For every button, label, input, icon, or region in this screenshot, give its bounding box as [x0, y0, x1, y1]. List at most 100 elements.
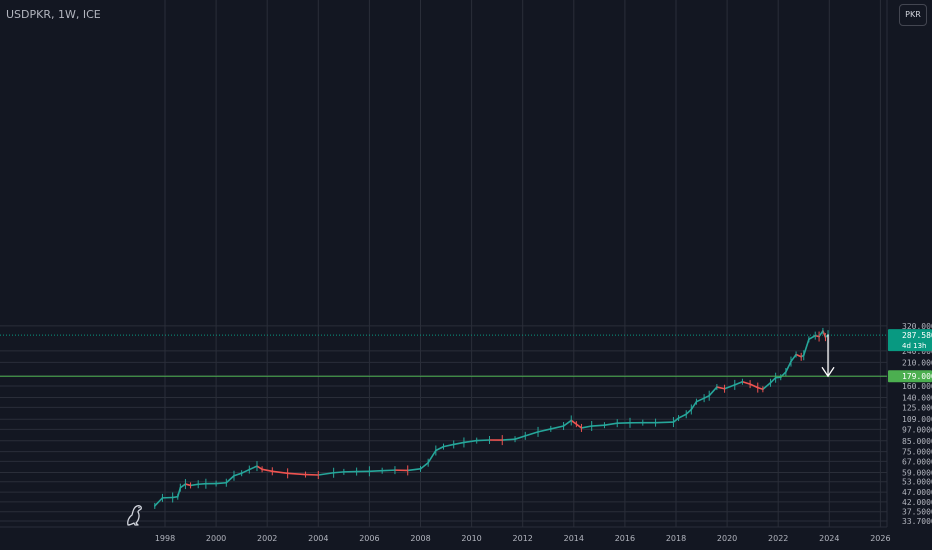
price-segment [749, 383, 759, 389]
price-segment [723, 384, 736, 390]
price-segment [381, 469, 396, 472]
x-tick-label: 2000 [206, 534, 226, 543]
y-tick-label: 37.5000 [902, 508, 932, 517]
y-tick-label: 240.0000 [902, 347, 932, 356]
price-segment [452, 441, 465, 446]
price-segment [171, 495, 179, 499]
price-segment [256, 465, 263, 471]
price-segment [672, 417, 680, 423]
price-segment [690, 400, 698, 411]
price-segment [514, 435, 527, 440]
price-segment [463, 439, 478, 444]
x-tick-label: 2012 [513, 534, 533, 543]
y-tick-label: 53.0000 [902, 478, 932, 487]
price-segment [802, 338, 810, 357]
price-segment [537, 428, 552, 433]
level-label-value: 179.0000 [902, 372, 932, 381]
x-tick-label: 2024 [819, 534, 839, 543]
price-segment [406, 468, 422, 472]
y-tick-label: 160.0000 [902, 382, 932, 391]
x-tick-label: 2004 [308, 534, 328, 543]
y-tick-label: 97.0000 [902, 425, 932, 434]
x-tick-label: 2014 [564, 534, 584, 543]
price-segment [442, 443, 455, 448]
price-segment [475, 439, 491, 442]
price-segment [769, 376, 777, 384]
price-segment [708, 386, 718, 397]
price-segment [368, 469, 383, 473]
y-tick-label: 33.7000 [902, 517, 932, 526]
x-tick-label: 2010 [461, 534, 481, 543]
price-segment [550, 425, 565, 430]
price-segment [427, 449, 437, 464]
y-tick-label: 85.0000 [902, 437, 932, 446]
price-segment [501, 438, 516, 441]
price-segment [795, 353, 802, 358]
y-tick-label: 67.0000 [902, 457, 932, 466]
x-tick-label: 2022 [768, 534, 788, 543]
y-tick-label: 59.0000 [902, 468, 932, 477]
y-tick-label: 210.0000 [902, 358, 932, 367]
price-segment [733, 380, 744, 386]
price-segment [261, 468, 274, 473]
price-segment [215, 481, 228, 485]
price-segment [756, 386, 764, 391]
price-segment [240, 468, 251, 474]
x-tick-label: 2020 [717, 534, 737, 543]
y-tick-label: 47.0000 [902, 488, 932, 497]
price-segment [179, 483, 187, 489]
price-segment [562, 419, 573, 427]
tradingview-dino-icon [127, 505, 142, 526]
price-segment [524, 431, 539, 437]
current-price-value: 287.5801 [902, 331, 932, 340]
price-segment [580, 425, 593, 429]
level-label-bg [888, 370, 932, 383]
price-segment [286, 472, 307, 476]
currency-button[interactable]: PKR [899, 4, 927, 26]
price-segment [716, 386, 726, 390]
price-segment [233, 472, 243, 477]
y-tick-label: 320.0000 [902, 322, 932, 331]
price-segment [677, 413, 688, 419]
x-tick-label: 2018 [666, 534, 686, 543]
price-segment [654, 421, 675, 424]
price-segment [790, 353, 797, 363]
x-tick-label: 2016 [615, 534, 635, 543]
price-segment [271, 470, 289, 475]
price-segment [189, 483, 200, 487]
price-segment [332, 471, 345, 474]
price-segment [570, 419, 578, 425]
x-tick-label: 2026 [870, 534, 890, 543]
price-segment [590, 424, 606, 427]
price-segment [184, 483, 192, 487]
price-segment [225, 474, 235, 484]
y-tick-label: 140.0000 [902, 394, 932, 403]
price-segment [603, 422, 619, 426]
x-tick-label: 2008 [410, 534, 430, 543]
price-segment [575, 423, 583, 429]
price-segment [419, 461, 429, 470]
y-tick-label: 75.0000 [902, 448, 932, 457]
price-segment [317, 471, 335, 476]
current-price-label-bg [888, 329, 932, 352]
arrow-head [821, 366, 835, 378]
x-tick-label: 2002 [257, 534, 277, 543]
price-segment [435, 445, 445, 452]
x-tick-label: 2006 [359, 534, 379, 543]
price-segment [703, 394, 711, 399]
price-segment [762, 381, 772, 391]
price-segment [685, 408, 693, 416]
price-segment [741, 380, 751, 385]
price-segment [197, 482, 207, 486]
y-tick-label: 125.0000 [902, 403, 932, 412]
x-tick-label: 1998 [155, 534, 175, 543]
y-tick-label: 42.0000 [902, 498, 932, 507]
price-segment [153, 497, 164, 507]
price-segment [248, 465, 258, 471]
symbol-title: USDPKR, 1W, ICE [6, 8, 101, 21]
price-segment [785, 360, 792, 373]
y-tick-label: 109.0000 [902, 415, 932, 424]
price-countdown: 4d 13h [902, 342, 926, 350]
